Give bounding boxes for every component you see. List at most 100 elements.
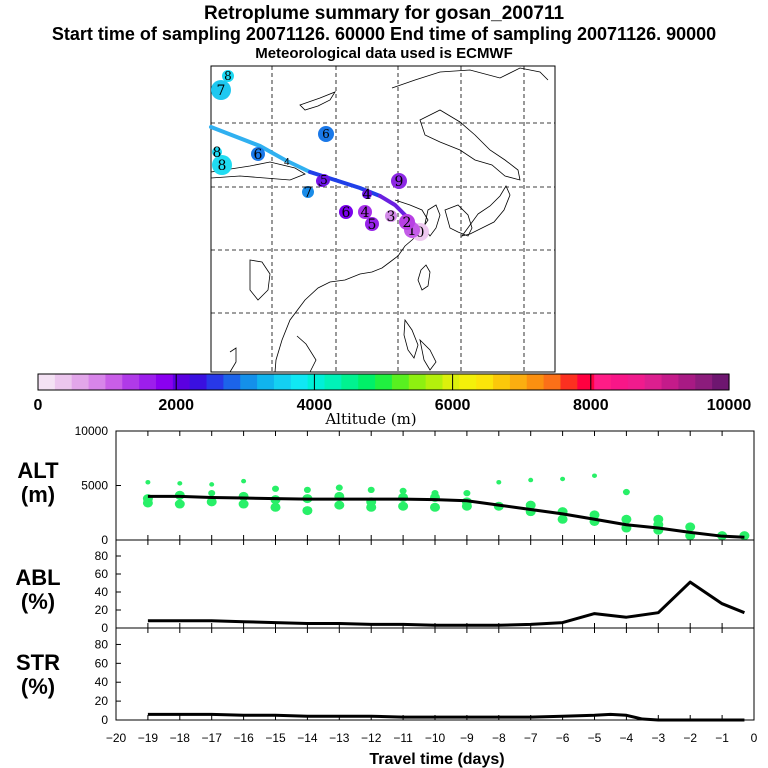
colorbar-swatch [189,374,208,390]
colorbar-swatch [122,374,140,390]
cluster-point [335,484,343,491]
colorbar-swatch [509,374,528,390]
x-tick-label: −2 [683,731,697,745]
colorbar-swatch [577,374,595,390]
cluster-point [366,502,377,512]
trajectory-point-label: 9 [395,174,404,190]
cluster-point [461,501,472,511]
trajectory-point-label: 4 [363,187,372,203]
x-tick-label: −15 [265,731,286,745]
trajectory-point-label: 1 [408,223,417,239]
y-tick-label: 60 [95,656,109,670]
x-tick-label: −14 [297,731,318,745]
cluster-point [525,500,536,510]
cluster-point [557,514,568,524]
trajectory-point-label: 4 [361,205,370,221]
colorbar-swatch [88,374,107,390]
y-tick-label: 5000 [81,479,108,493]
colorbar-tick-label: 8000 [573,397,609,414]
trajectory-point-marker [365,217,379,231]
x-tick-label: −5 [588,731,602,745]
x-tick-label: −12 [361,731,382,745]
series-line [147,712,745,722]
x-tick-label: −1 [715,731,729,745]
cluster-point [463,489,471,497]
cluster-point [303,486,311,494]
cluster-point [177,481,183,486]
trajectory-point-marker [318,126,334,142]
trajectory-point-label: 3 [387,209,396,225]
x-tick-label: −9 [460,731,474,745]
y-tick-label: 40 [95,675,109,689]
trajectory-point-label: 6 [254,147,263,163]
cluster-point [430,502,440,512]
x-tick-label: −16 [233,731,254,745]
abl-panel-unit: (%) [21,589,55,614]
cluster-point [589,510,600,520]
cluster-point [560,476,566,482]
series-line [147,580,745,627]
abl-panel-label: ABL [15,565,60,590]
y-tick-label: 10000 [75,424,109,438]
x-axis-label: Travel time (days) [369,751,504,768]
colorbar-swatch [273,374,292,390]
str-panel-frame [115,627,755,721]
trajectory-point-label: 8 [218,158,227,174]
colorbar-swatch [493,374,511,390]
y-tick-label: 80 [95,549,109,563]
colorbar-swatch [172,374,191,390]
cluster-point [334,500,345,510]
colorbar-swatch [375,374,393,390]
trajectory-point-marker [212,147,222,157]
x-tick-label: −13 [329,731,350,745]
trajectory-point-label: 5 [320,173,328,187]
trajectory-map: 4 012345678945678865 [209,65,556,373]
colorbar-swatch [257,374,275,390]
colorbar-swatch [71,374,90,390]
trajectory-point-label: 6 [342,205,351,221]
colorbar-swatch [442,374,460,390]
trajectory-point-label: 7 [304,185,313,201]
str-panel-label: STR [16,650,60,675]
colorbar-tick-label: 4000 [297,397,333,414]
map-gridlines [211,66,555,372]
map-frame [210,65,556,373]
cluster-point [142,498,153,508]
colorbar-swatch [54,374,73,390]
y-tick-label: 80 [95,637,109,651]
colorbar-tick-label: 10000 [707,397,752,414]
altitude-colorbar: 0 2000 4000 6000 8000 10000 [34,373,752,414]
x-tick-label: −6 [556,731,570,745]
colorbar-swatch [408,374,427,390]
trajectory-point-marker [222,70,234,82]
x-tick-label: −11 [393,731,413,745]
colorbar-swatch [155,374,174,390]
x-tick-label: −20 [106,731,127,745]
colorbar-swatch [105,374,123,390]
series-line [147,494,745,539]
colorbar-tick-label: 0 [34,397,43,414]
colorbar-tick-label: 6000 [435,397,471,414]
cluster-point [174,499,185,509]
colorbar-swatch [240,374,258,390]
x-tick-label: −8 [492,731,506,745]
y-tick-label: 0 [101,621,108,635]
cluster-point [496,479,502,485]
trajectory-point-marker [302,186,314,198]
colorbar-swatch [358,374,376,390]
y-tick-label: 0 [101,533,108,547]
trajectory-point-label: 7 [217,83,226,99]
trajectory-point-label: 6 [322,127,330,141]
abl-panel: 0 20 40 60 80 [95,539,755,635]
colorbar-swatch [712,374,730,390]
colorbar-swatch [695,374,713,390]
colorbar-swatch [560,374,578,390]
cluster-point [145,479,151,485]
trajectory-point-marker [399,214,415,230]
trajectory-point-marker [211,80,231,100]
cluster-point [238,499,249,509]
cluster-point [208,489,216,497]
alt-panel: 0 5000 10000 [75,424,755,547]
cluster-point [685,522,696,532]
